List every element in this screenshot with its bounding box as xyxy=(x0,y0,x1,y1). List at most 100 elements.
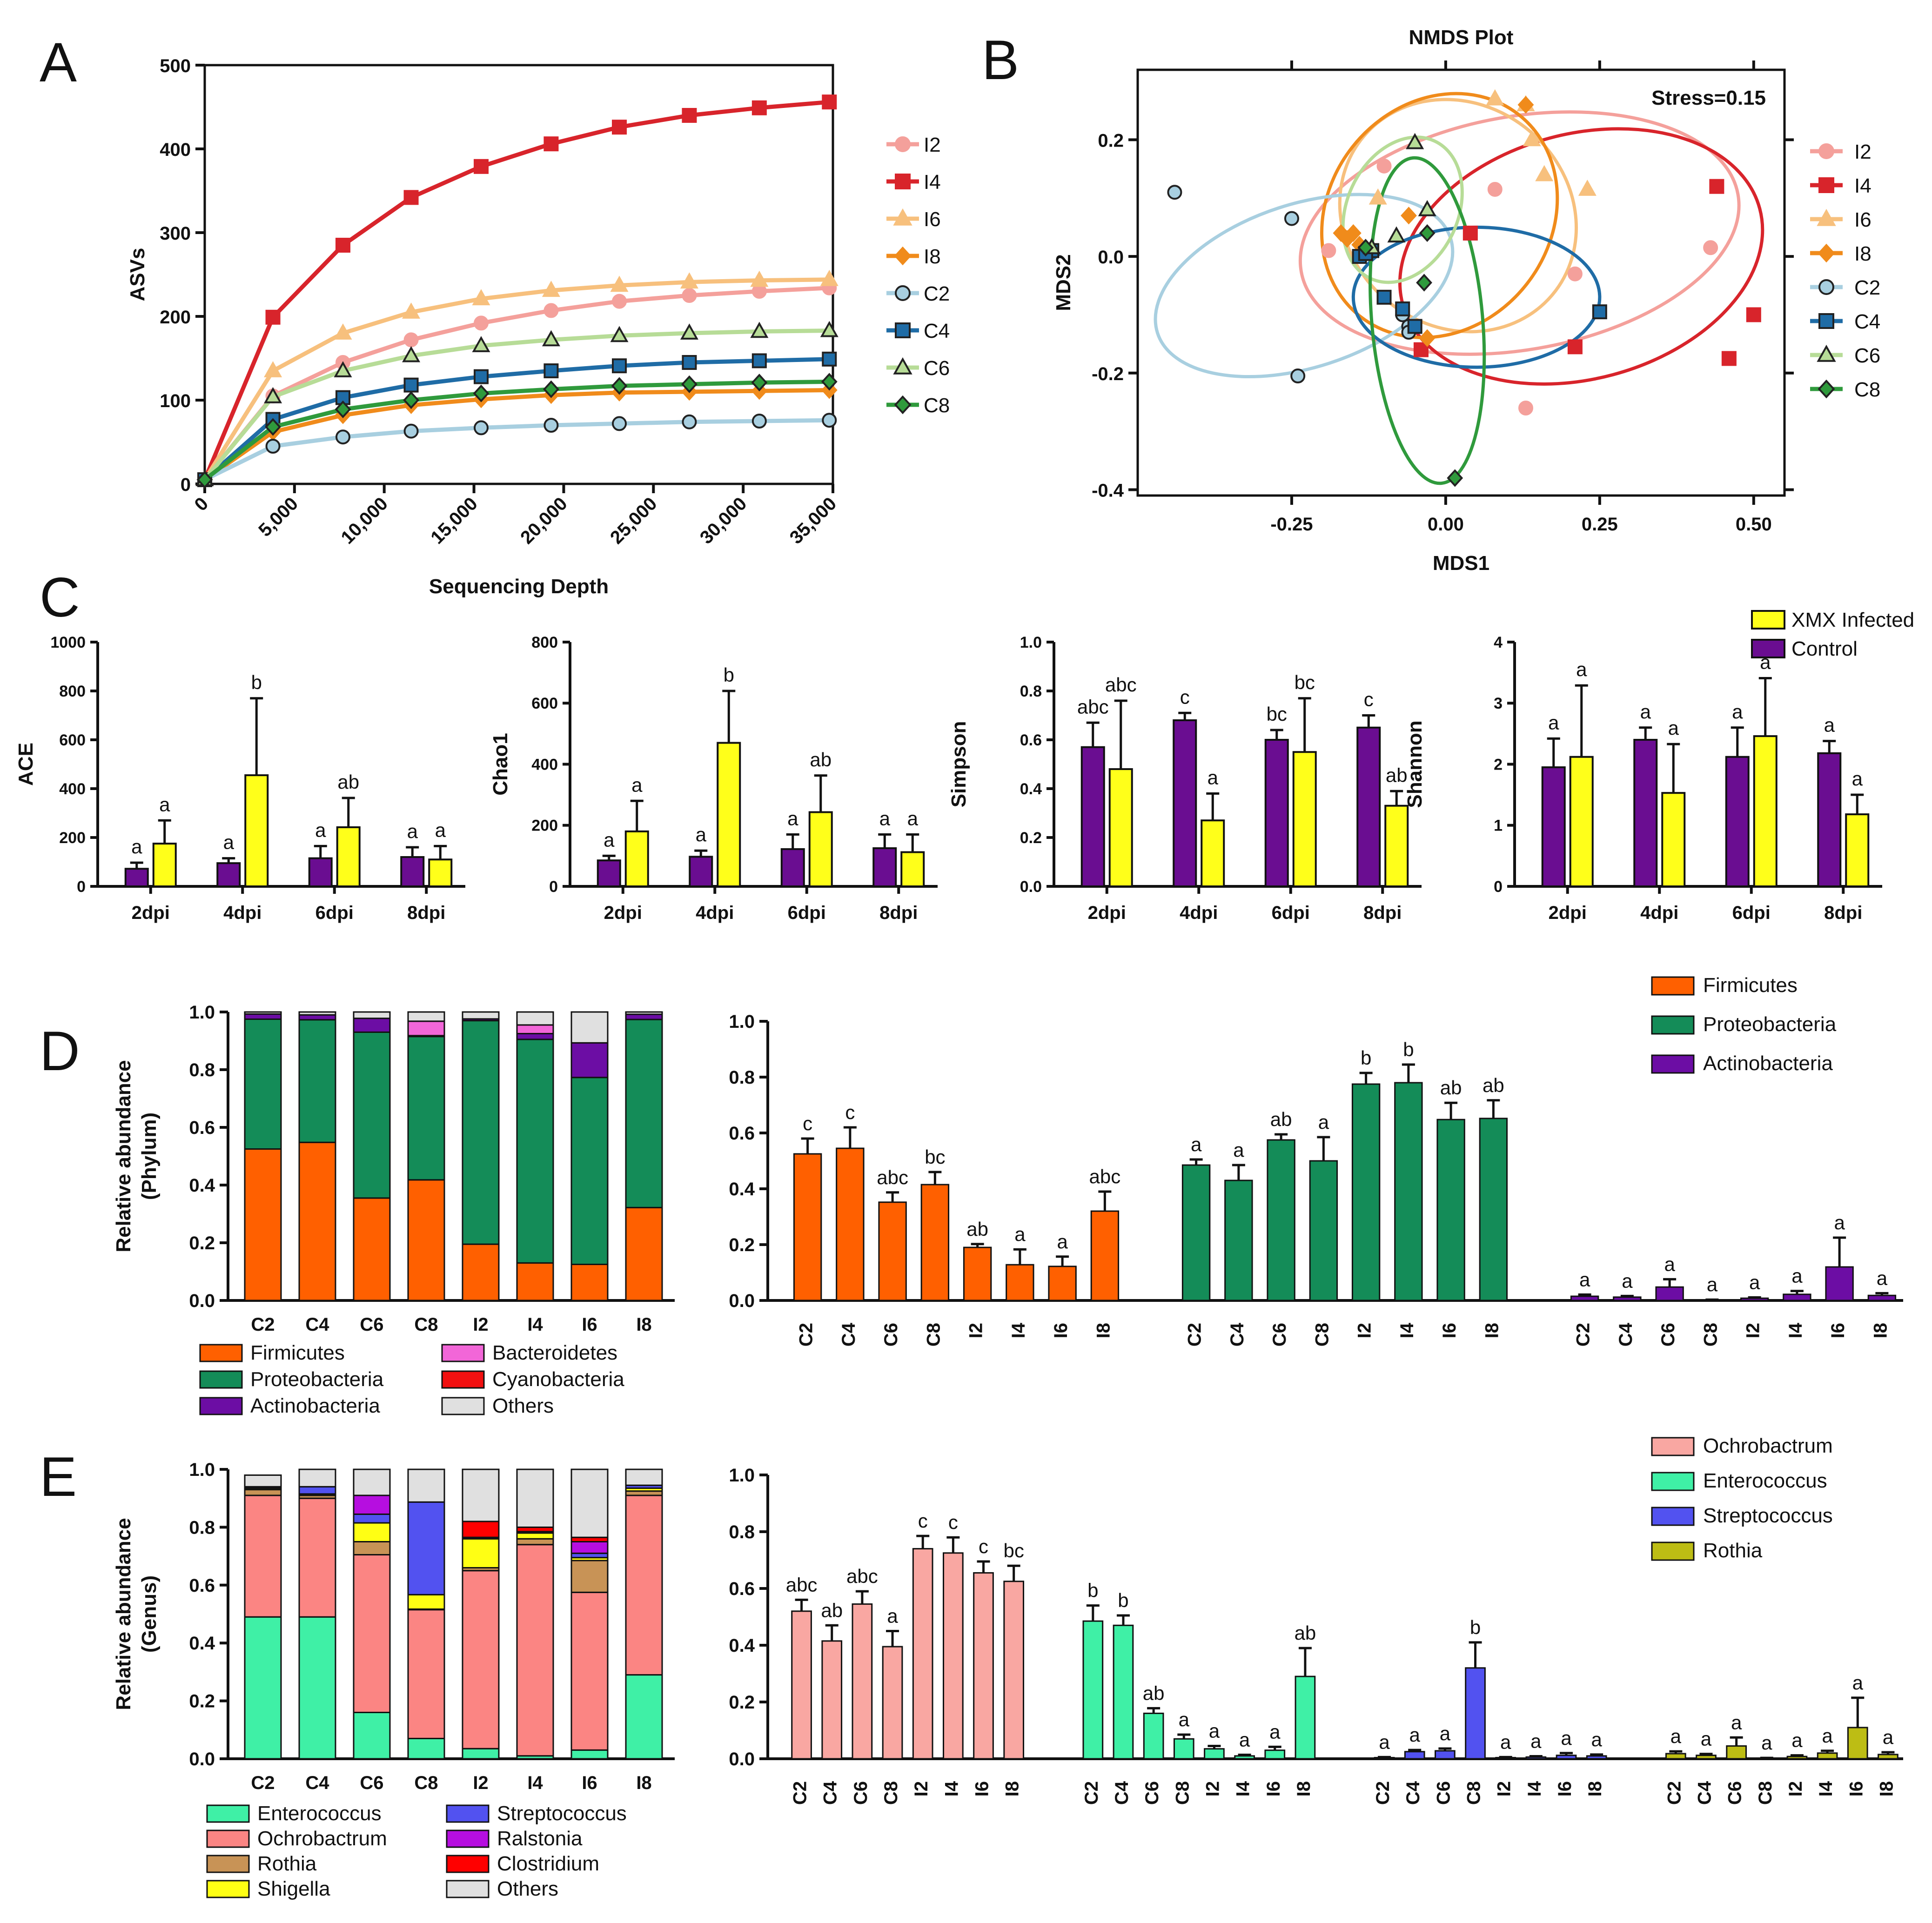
significance-letter: ab xyxy=(821,1599,843,1621)
significance-letter: c xyxy=(1364,689,1374,710)
significance-letter: a xyxy=(1208,767,1219,789)
point-I8 xyxy=(1345,224,1362,242)
x-tick-label: I6 xyxy=(972,1781,993,1796)
panel-label-e: E xyxy=(40,1446,77,1508)
bar-actinobacteria xyxy=(1570,1295,1599,1301)
bar-proteobacteria xyxy=(1267,1139,1295,1301)
legend-swatch-actinobacteria xyxy=(1651,1054,1695,1074)
bar-enterococcus xyxy=(1143,1712,1164,1760)
point-C6 xyxy=(1406,133,1424,149)
x-tick-label: C4 xyxy=(1227,1322,1248,1347)
significance-letter: ab xyxy=(1483,1074,1504,1096)
legend-label-cyanobacteria: Cyanobacteria xyxy=(492,1368,624,1391)
legend-label-streptococcus: Streptococcus xyxy=(497,1802,627,1825)
legend-label-ochro_bar: Ochrobactrum xyxy=(1703,1434,1833,1457)
point-I4 xyxy=(682,108,697,123)
x-tick-label: I8 xyxy=(1294,1781,1314,1796)
bar-firmicutes xyxy=(1048,1266,1077,1301)
point-C2 xyxy=(1284,211,1299,226)
a-x-tick-label: 15,000 xyxy=(427,493,482,548)
legend-marker-I4 xyxy=(1818,177,1834,193)
point-C8 xyxy=(821,373,838,391)
legend-label-C6: C6 xyxy=(924,357,950,380)
panel-b-nmds: NMDS Plot Stress=0.15 -0.4 -0.2 0.0 0.2 -0.25 0… xyxy=(1052,26,1880,575)
x-tick-label: 6dpi xyxy=(1732,903,1771,923)
significance-letter: a xyxy=(1233,1139,1244,1161)
point-C8 xyxy=(473,384,490,402)
bar-xmx-infected xyxy=(900,851,925,887)
stack-segment-ochrobactrum xyxy=(570,1591,609,1751)
bar-actinobacteria xyxy=(1740,1297,1769,1301)
stack-segment-firmicutes xyxy=(570,1264,609,1301)
bar-proteobacteria xyxy=(1479,1118,1508,1301)
legend-label-clostridium: Clostridium xyxy=(497,1852,599,1875)
ellipse-C8 xyxy=(1368,156,1486,485)
b-y-tick-label: 0.0 xyxy=(1098,247,1124,268)
E1-y-tick-label: 0.6 xyxy=(189,1575,215,1596)
E2-y-tick-label: 0.2 xyxy=(729,1692,755,1713)
ellipse-I2 xyxy=(1298,110,1741,356)
x-tick-label: C8 xyxy=(414,1314,438,1335)
stack-segment-others xyxy=(625,1468,663,1486)
line-I2 xyxy=(203,286,830,481)
significance-letter: a xyxy=(1409,1724,1421,1746)
bar-rothia_bar xyxy=(1756,1757,1778,1760)
x-tick-label: 4dpi xyxy=(223,903,262,923)
significance-letter: bc xyxy=(1003,1540,1024,1561)
x-tick-label: 8dpi xyxy=(1363,903,1402,923)
legend-label-C2: C2 xyxy=(1854,276,1880,299)
bar-chart-ace: 02004006008001000ACE2dpiaa4dpiab6dpiaab8… xyxy=(14,634,465,923)
y-axis-title: (Phylum) xyxy=(138,1112,161,1200)
x-tick-label: 2dpi xyxy=(604,903,642,923)
stack-segment-streptococcus xyxy=(298,1486,336,1495)
stacked-phylum-chart: 0.0 0.2 0.4 0.6 0.8 1.0 Relative abundance (Phy… xyxy=(112,1002,675,1335)
legend-label-I8: I8 xyxy=(924,245,941,268)
x-tick-label: I6 xyxy=(582,1773,597,1793)
line-C2 xyxy=(204,418,830,482)
legend-marker-I4 xyxy=(895,174,911,189)
bar-control xyxy=(1541,766,1566,887)
bar-control xyxy=(124,868,149,887)
E1-y-tick-label: 0.4 xyxy=(189,1633,215,1654)
significance-letter: b xyxy=(1087,1580,1098,1601)
x-tick-label: C6 xyxy=(1433,1781,1454,1805)
stack-segment-others xyxy=(353,1468,391,1496)
point-I2 xyxy=(682,288,697,303)
legend-swatch-streptococcus xyxy=(1651,1507,1695,1526)
x-tick-label: C6 xyxy=(360,1773,383,1793)
a-x-tick-label: 20,000 xyxy=(517,493,571,548)
stack-segment-proteobacteria xyxy=(298,1019,336,1143)
point-C2 xyxy=(1167,185,1182,200)
stack-segment-others xyxy=(353,1011,391,1019)
x-tick-label: C6 xyxy=(1658,1323,1678,1347)
x-tick-label: C4 xyxy=(305,1314,329,1335)
significance-letter: abc xyxy=(1077,696,1109,717)
legend-marker-I8 xyxy=(1818,243,1835,263)
x-tick-label: C4 xyxy=(1112,1781,1132,1805)
point-I6 xyxy=(1368,188,1387,205)
x-tick-label: I8 xyxy=(636,1773,651,1793)
b-y-axis-title: MDS2 xyxy=(1052,254,1075,311)
significance-letter: a xyxy=(1707,1273,1718,1295)
x-tick-label: C8 xyxy=(1464,1781,1484,1805)
point-I2 xyxy=(612,294,627,309)
stack-segment-ochrobactrum xyxy=(298,1497,336,1618)
x-tick-label: 4dpi xyxy=(1640,903,1678,923)
legend-marker-C8 xyxy=(894,395,912,415)
stack-segment-others xyxy=(516,1468,554,1528)
significance-letter: a xyxy=(1576,658,1587,680)
bar-xmx-infected xyxy=(1201,819,1225,887)
D1-y-tick-label: 0.6 xyxy=(189,1118,215,1138)
E1-y-tick-label: 0.8 xyxy=(189,1517,215,1538)
point-C8 xyxy=(1419,224,1436,242)
point-I4 xyxy=(403,190,419,205)
bar-ochro_bar xyxy=(821,1640,843,1760)
point-C4 xyxy=(751,353,767,369)
significance-letter: a xyxy=(1379,1731,1390,1753)
significance-letter: a xyxy=(1209,1720,1220,1742)
bar-rothia_bar xyxy=(1817,1752,1838,1760)
significance-letter: a xyxy=(1670,1725,1682,1747)
a-y-tick-label: 100 xyxy=(160,391,191,411)
significance-letter: a xyxy=(1877,1267,1888,1289)
